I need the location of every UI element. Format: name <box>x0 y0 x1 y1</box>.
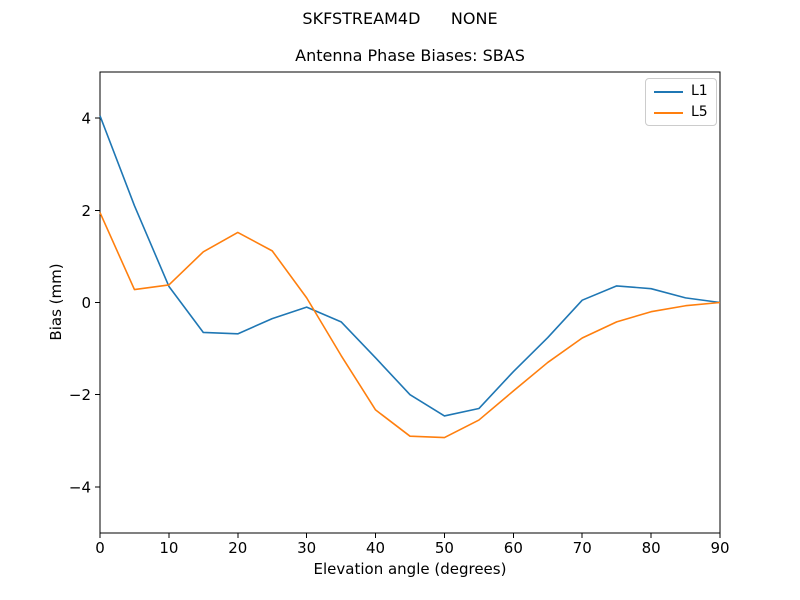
series-line-l5 <box>99 212 721 439</box>
legend-label-l1: L1 <box>691 83 708 99</box>
figure-suptitle: SKFSTREAM4D NONE <box>302 9 498 28</box>
series-line-l1 <box>99 115 721 417</box>
y-tick-label: −2 <box>69 386 91 404</box>
legend-entry-l5: L5 <box>654 103 708 122</box>
x-tick-label: 40 <box>366 539 385 557</box>
x-axis-label: Elevation angle (degrees) <box>313 560 507 578</box>
legend: L1 L5 <box>645 78 717 126</box>
legend-label-l5: L5 <box>691 104 708 120</box>
y-tick-label: −4 <box>69 478 91 496</box>
x-tick-label: 60 <box>504 539 523 557</box>
x-tick-label: 70 <box>573 539 592 557</box>
y-axis-label: Bias (mm) <box>47 263 65 341</box>
x-tick-label: 80 <box>642 539 661 557</box>
x-tick-label: 90 <box>710 539 729 557</box>
y-tick-label: 4 <box>81 110 91 128</box>
x-tick-label: 20 <box>228 539 247 557</box>
legend-line-sample-l5 <box>654 111 683 114</box>
x-tick-label: 50 <box>435 539 454 557</box>
x-tick-label: 10 <box>159 539 178 557</box>
chart-title: Antenna Phase Biases: SBAS <box>295 46 525 65</box>
x-tick-label: 30 <box>297 539 316 557</box>
x-tick-label: 0 <box>95 539 105 557</box>
axes-frame <box>99 71 721 534</box>
y-tick-label: 0 <box>81 294 91 312</box>
y-tick-label: 2 <box>81 202 91 220</box>
legend-entry-l1: L1 <box>654 82 708 101</box>
legend-line-sample-l1 <box>654 90 683 93</box>
